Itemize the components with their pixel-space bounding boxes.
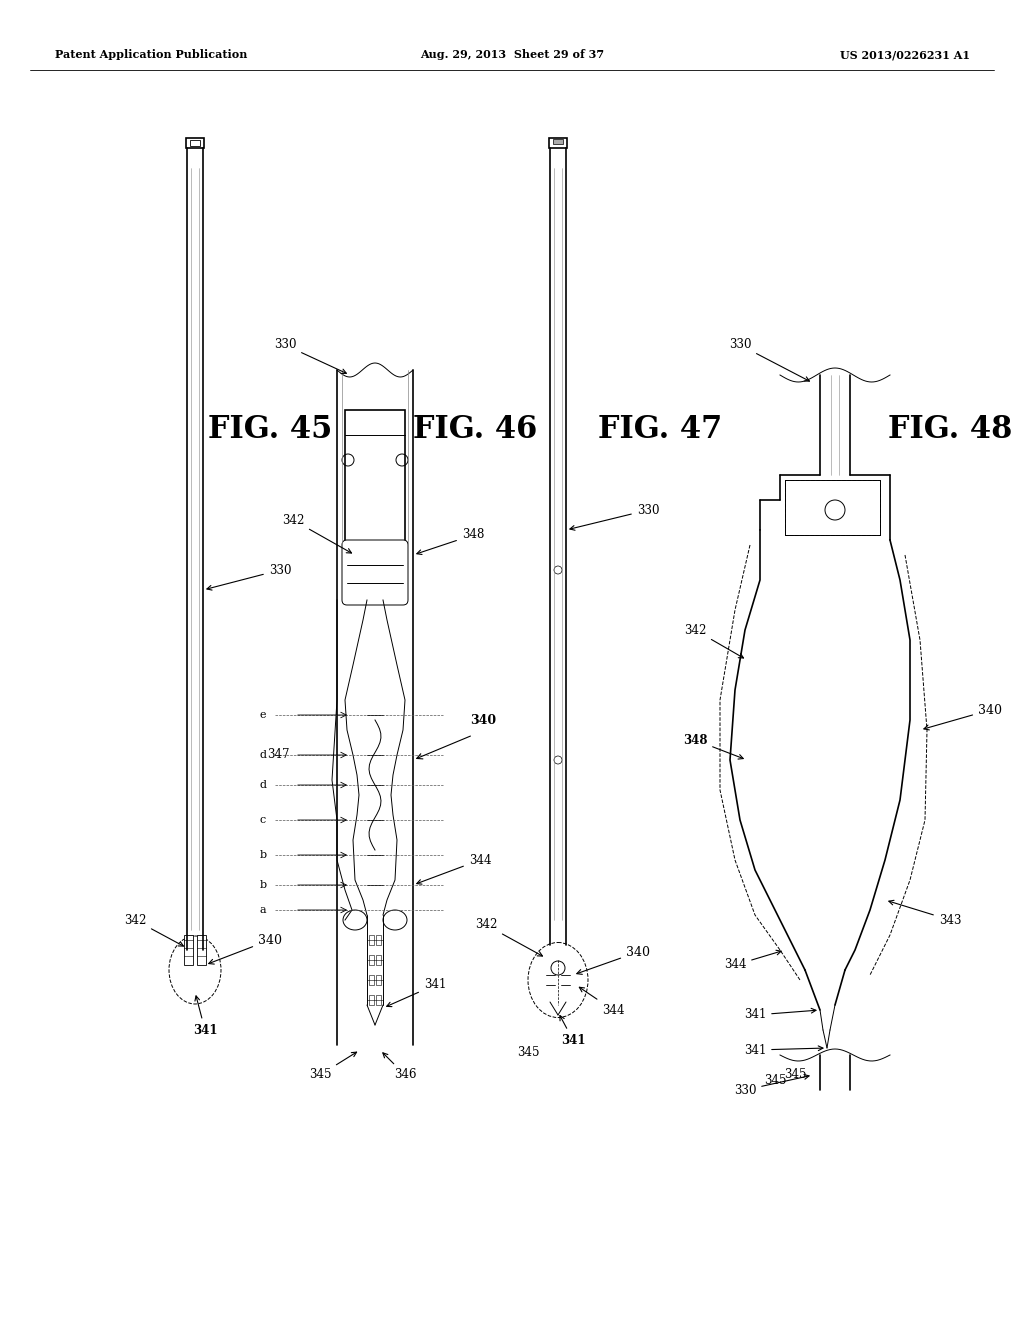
Bar: [376, 975, 381, 985]
Text: 341: 341: [193, 995, 217, 1036]
Text: 348: 348: [417, 528, 484, 554]
FancyBboxPatch shape: [342, 540, 408, 605]
Text: FIG. 45: FIG. 45: [208, 414, 332, 446]
Bar: [369, 975, 374, 985]
Text: 340: 340: [470, 714, 496, 726]
Text: 347: 347: [266, 748, 289, 762]
Bar: [369, 935, 374, 945]
Text: c: c: [260, 814, 266, 825]
Text: 330: 330: [729, 338, 809, 381]
Bar: [197, 935, 206, 965]
Text: 340: 340: [577, 945, 650, 974]
Text: 345: 345: [764, 1073, 786, 1086]
Bar: [785, 480, 880, 535]
Text: 343: 343: [889, 900, 962, 927]
Bar: [376, 995, 381, 1005]
Text: b: b: [259, 880, 266, 890]
Text: 330: 330: [207, 564, 291, 590]
Text: e: e: [260, 710, 266, 719]
Text: FIG. 47: FIG. 47: [598, 414, 722, 446]
Text: 330: 330: [734, 1074, 809, 1097]
Bar: [345, 411, 406, 545]
Bar: [369, 995, 374, 1005]
Bar: [785, 480, 880, 535]
Text: 341: 341: [743, 1008, 816, 1022]
Text: 346: 346: [383, 1053, 416, 1081]
Text: 341: 341: [560, 1015, 586, 1047]
Bar: [369, 954, 374, 965]
Text: 345: 345: [783, 1068, 806, 1081]
Text: FIG. 48: FIG. 48: [888, 414, 1012, 446]
Bar: [549, 139, 567, 148]
Bar: [184, 935, 193, 965]
Text: d: d: [259, 750, 266, 760]
Bar: [553, 139, 563, 144]
Text: 348: 348: [683, 734, 743, 759]
Text: 342: 342: [475, 919, 543, 956]
Text: US 2013/0226231 A1: US 2013/0226231 A1: [840, 49, 970, 61]
Text: 330: 330: [273, 338, 346, 374]
Text: d: d: [259, 780, 266, 789]
Text: 345: 345: [309, 1052, 356, 1081]
Text: FIG. 46: FIG. 46: [413, 414, 538, 446]
Text: 341: 341: [387, 978, 446, 1007]
Text: 330: 330: [570, 503, 659, 531]
Text: 342: 342: [124, 913, 183, 946]
Text: 345: 345: [517, 1045, 540, 1059]
Bar: [186, 139, 204, 148]
Bar: [190, 140, 200, 147]
Text: 344: 344: [417, 854, 492, 884]
Text: 340: 340: [209, 933, 282, 964]
Text: Patent Application Publication: Patent Application Publication: [55, 49, 248, 61]
Text: 342: 342: [684, 623, 743, 657]
Text: 342: 342: [282, 513, 351, 553]
Text: Aug. 29, 2013  Sheet 29 of 37: Aug. 29, 2013 Sheet 29 of 37: [420, 49, 604, 61]
Text: b: b: [259, 850, 266, 861]
Text: a: a: [260, 906, 266, 915]
Text: 340: 340: [924, 704, 1002, 730]
Bar: [376, 954, 381, 965]
Text: 341: 341: [743, 1044, 823, 1056]
Text: 344: 344: [724, 950, 781, 972]
Bar: [376, 935, 381, 945]
Text: 344: 344: [580, 987, 625, 1016]
